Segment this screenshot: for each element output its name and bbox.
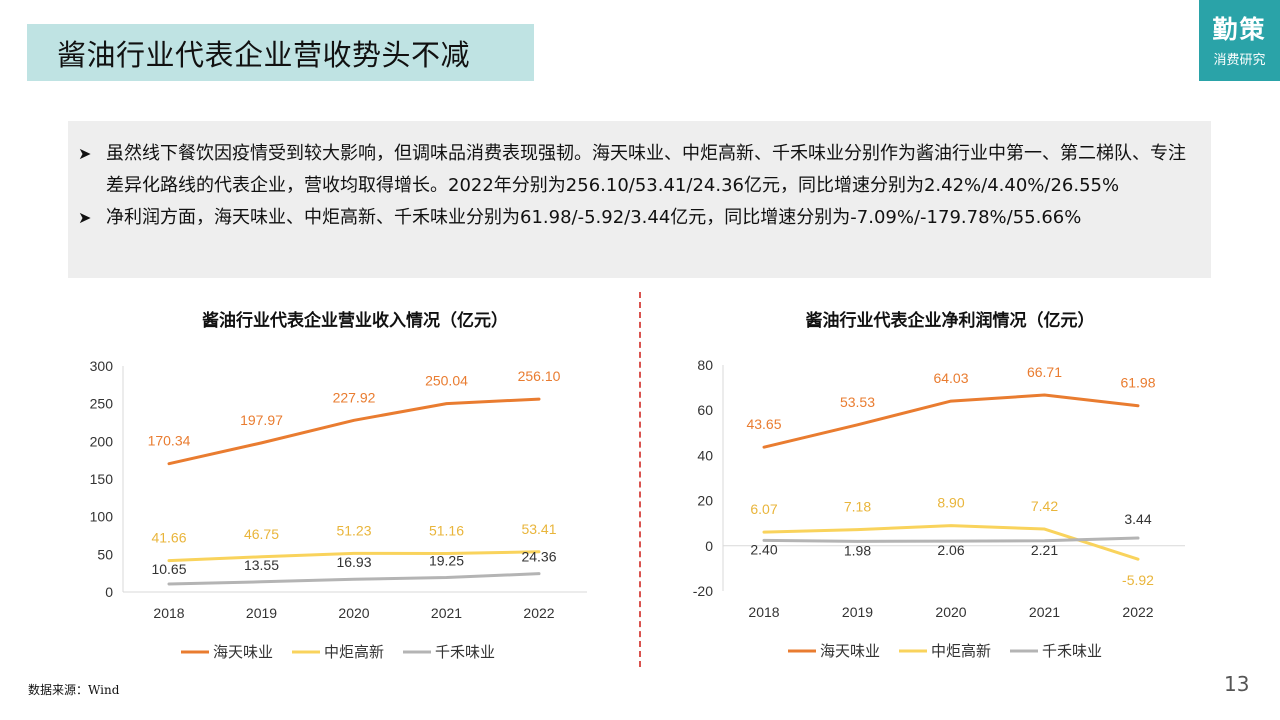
data-label: 2.06 (937, 542, 964, 558)
data-label: 43.65 (746, 416, 781, 432)
series-line (167, 397, 541, 466)
series-line (762, 393, 1140, 449)
summary-text: 净利润方面，海天味业、中炬高新、千禾味业分别为61.98/-5.92/3.44亿… (106, 207, 1082, 228)
brand-subtitle: 消费研究 (1213, 53, 1266, 68)
y-tick-label: 200 (90, 433, 114, 449)
summary-bullet: ➤ 虽然线下餐饮因疫情受到较大影响，但调味品消费表现强韧。海天味业、中炬高新、千… (78, 138, 1199, 202)
y-tick-label: 20 (697, 493, 713, 509)
y-tick-label: 40 (697, 447, 713, 463)
page-number: 13 (1224, 672, 1250, 696)
data-label: -5.92 (1122, 572, 1154, 588)
profit-line-chart: -20 0 20 40 60 80 2018 2019 2020 2021 2022 43.65 53.… (693, 357, 1185, 660)
data-label: 10.65 (151, 561, 186, 577)
data-label: 8.90 (937, 495, 964, 511)
data-label: 6.07 (750, 501, 777, 517)
dashed-divider (639, 292, 641, 667)
data-label: 2.40 (750, 541, 777, 557)
x-tick-label: 2018 (748, 604, 779, 620)
legend-label: 中炬高新 (324, 643, 384, 661)
brand-name: 勤策 (1212, 15, 1267, 44)
data-label: 53.41 (521, 521, 556, 537)
legend-label: 海天味业 (820, 642, 880, 660)
x-tick-label: 2019 (842, 604, 873, 620)
data-label: 19.25 (429, 552, 464, 568)
slide-title: 酱油行业代表企业营收势头不减 (57, 37, 471, 72)
data-label: 227.92 (333, 389, 376, 405)
summary-box: ➤ 虽然线下餐饮因疫情受到较大影响，但调味品消费表现强韧。海天味业、中炬高新、千… (68, 121, 1211, 278)
summary-text: 虽然线下餐饮因疫情受到较大影响，但调味品消费表现强韧。海天味业、中炬高新、千禾味… (106, 143, 1186, 196)
data-label: 1.98 (844, 542, 871, 558)
data-label: 256.10 (518, 368, 561, 384)
data-source: 数据来源：Wind (28, 683, 120, 697)
legend-label: 海天味业 (213, 643, 273, 661)
y-tick-label: 50 (97, 546, 113, 562)
x-tick-label: 2018 (153, 605, 184, 621)
data-label: 3.44 (1124, 511, 1151, 527)
series-line (167, 572, 541, 586)
data-label: 53.53 (840, 394, 875, 410)
y-tick-label: 0 (105, 584, 113, 600)
y-tick-label: 0 (705, 538, 713, 554)
revenue-chart-title: 酱油行业代表企业营业收入情况（亿元） (202, 311, 508, 331)
data-label: 41.66 (151, 530, 186, 546)
brand-logo: 勤策 消费研究 (1199, 0, 1280, 81)
series-line (167, 550, 541, 563)
x-tick-label: 2020 (935, 604, 966, 620)
data-label: 7.18 (844, 499, 871, 515)
y-tick-label: 80 (697, 357, 713, 373)
data-label: 250.04 (425, 373, 468, 389)
y-tick-label: 150 (90, 471, 114, 487)
data-label: 13.55 (244, 557, 279, 573)
profit-chart-title: 酱油行业代表企业净利润情况（亿元） (805, 311, 1095, 331)
data-label: 51.16 (429, 522, 464, 538)
x-tick-label: 2022 (1122, 604, 1153, 620)
data-label: 16.93 (336, 554, 371, 570)
legend-label: 千禾味业 (1042, 642, 1102, 660)
legend-label: 中炬高新 (931, 642, 991, 660)
data-label: 64.03 (933, 370, 968, 386)
data-label: 197.97 (240, 412, 283, 428)
revenue-line-chart: 0 50 100 150 200 250 300 2018 2019 2020 2021 2022 17… (90, 358, 587, 661)
data-label: 2.21 (1031, 542, 1058, 558)
data-label: 46.75 (244, 526, 279, 542)
x-tick-label: 2022 (523, 605, 554, 621)
legend-label: 千禾味业 (435, 643, 495, 661)
x-tick-label: 2021 (1029, 604, 1060, 620)
data-label: 61.98 (1120, 375, 1155, 391)
series-line (762, 536, 1140, 543)
arrow-bullet-icon: ➤ (78, 144, 92, 163)
y-tick-label: -20 (693, 583, 713, 599)
y-tick-label: 100 (90, 509, 114, 525)
summary-bullet: ➤ 净利润方面，海天味业、中炬高新、千禾味业分别为61.98/-5.92/3.4… (78, 202, 1199, 234)
x-tick-label: 2019 (246, 605, 277, 621)
data-label: 51.23 (336, 522, 371, 538)
slide-title-banner: 酱油行业代表企业营收势头不减 (27, 24, 534, 81)
y-tick-label: 60 (697, 402, 713, 418)
data-label: 7.42 (1031, 498, 1058, 514)
y-tick-label: 250 (90, 396, 114, 412)
data-label: 66.71 (1027, 364, 1062, 380)
arrow-bullet-icon: ➤ (78, 208, 92, 227)
y-tick-label: 300 (90, 358, 114, 374)
x-tick-label: 2021 (431, 605, 462, 621)
x-tick-label: 2020 (338, 605, 369, 621)
data-label: 170.34 (148, 433, 191, 449)
data-label: 24.36 (521, 549, 556, 565)
